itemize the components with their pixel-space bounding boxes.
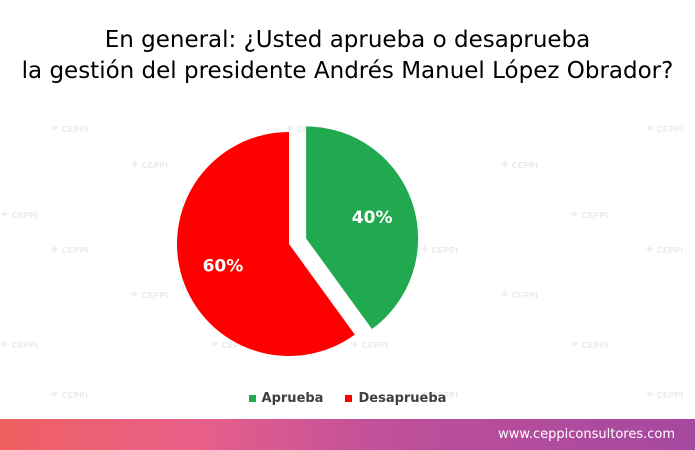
ceppi-watermark: CEPPI: [0, 208, 38, 221]
chart-title: En general: ¿Usted aprueba o desaprueba …: [0, 25, 695, 87]
ceppi-watermark: CEPPI: [130, 158, 168, 171]
ceppi-watermark: CEPPI: [210, 338, 248, 351]
data-label-desaprueba: 60%: [203, 256, 244, 276]
legend-swatch-aprueba: [248, 395, 256, 402]
ceppi-watermark: CEPPI: [570, 338, 608, 351]
ceppi-watermark: CEPPI: [500, 158, 538, 171]
ceppi-watermark: CEPPI: [570, 208, 608, 221]
ceppi-watermark: CEPPI: [645, 388, 683, 401]
pie-slice-desaprueba: [176, 132, 355, 356]
legend-label-desaprueba: Desaprueba: [358, 391, 447, 406]
ceppi-watermark: CEPPI: [500, 288, 538, 301]
title-line-2: la gestión del presidente Andrés Manuel …: [21, 58, 674, 84]
ceppi-watermark: CEPPI: [0, 338, 38, 351]
ceppi-watermark: CEPPI: [645, 243, 683, 256]
ceppi-watermark: CEPPI: [420, 388, 458, 401]
ceppi-watermark: CEPPI: [350, 338, 388, 351]
footer-url[interactable]: www.ceppiconsultores.com: [498, 427, 675, 442]
title-line-1: En general: ¿Usted aprueba o desaprueba: [104, 27, 591, 53]
legend-item-aprueba: Aprueba: [248, 391, 324, 406]
pie-slice-aprueba: [306, 126, 419, 330]
footer-bar: www.ceppiconsultores.com: [0, 419, 695, 450]
ceppi-watermark: CEPPI: [50, 243, 88, 256]
legend-label-aprueba: Aprueba: [261, 391, 324, 406]
ceppi-watermark: CEPPI: [420, 243, 458, 256]
data-label-aprueba: 40%: [352, 208, 393, 228]
legend: Aprueba Desaprueba: [0, 391, 695, 406]
ceppi-watermark: CEPPI: [50, 122, 88, 135]
legend-swatch-desaprueba: [345, 395, 353, 402]
ceppi-watermark: CEPPI: [50, 388, 88, 401]
ceppi-watermark: CEPPI: [130, 288, 168, 301]
legend-item-desaprueba: Desaprueba: [345, 391, 446, 406]
ceppi-watermark: CEPPI: [645, 122, 683, 135]
